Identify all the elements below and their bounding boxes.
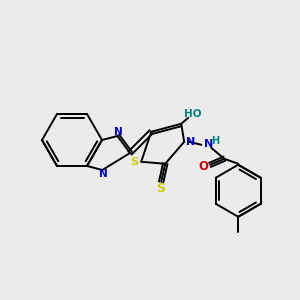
Text: H: H [211,136,219,146]
Text: N: N [204,139,213,149]
Text: O: O [198,160,208,173]
Text: HO: HO [184,109,202,119]
Text: S: S [156,182,165,195]
Text: N: N [186,137,195,147]
Text: N: N [114,127,123,137]
Text: N: N [99,169,108,179]
Text: S: S [130,157,138,167]
